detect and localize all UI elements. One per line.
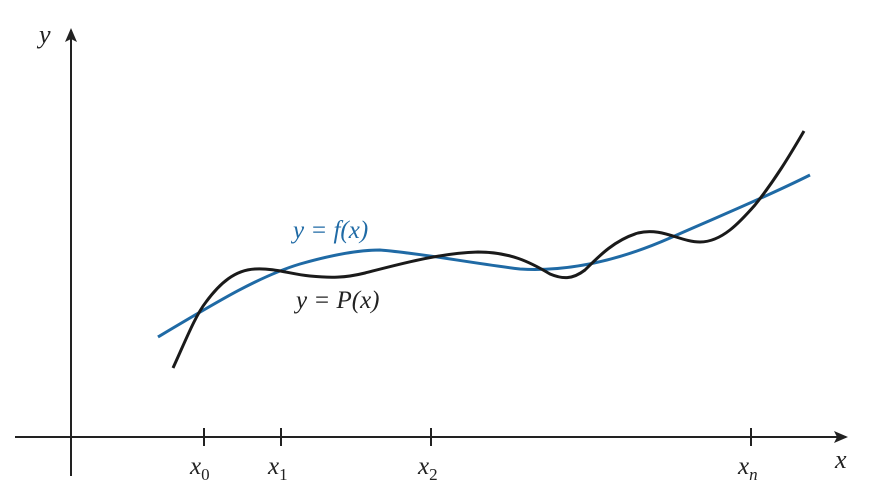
label-p: y = P(x) [293,287,379,314]
tick-label-x0: x0 [189,453,210,484]
curve-p [171,130,806,369]
label-f: y = f(x) [290,217,368,244]
tick-label-x2: x2 [417,453,438,484]
curve-f [157,173,811,339]
tick-label-xn: xn [737,453,758,484]
tick-label-x1: x1 [267,453,288,484]
x-axis-label: x [834,445,847,474]
y-axis-label: y [36,20,51,49]
